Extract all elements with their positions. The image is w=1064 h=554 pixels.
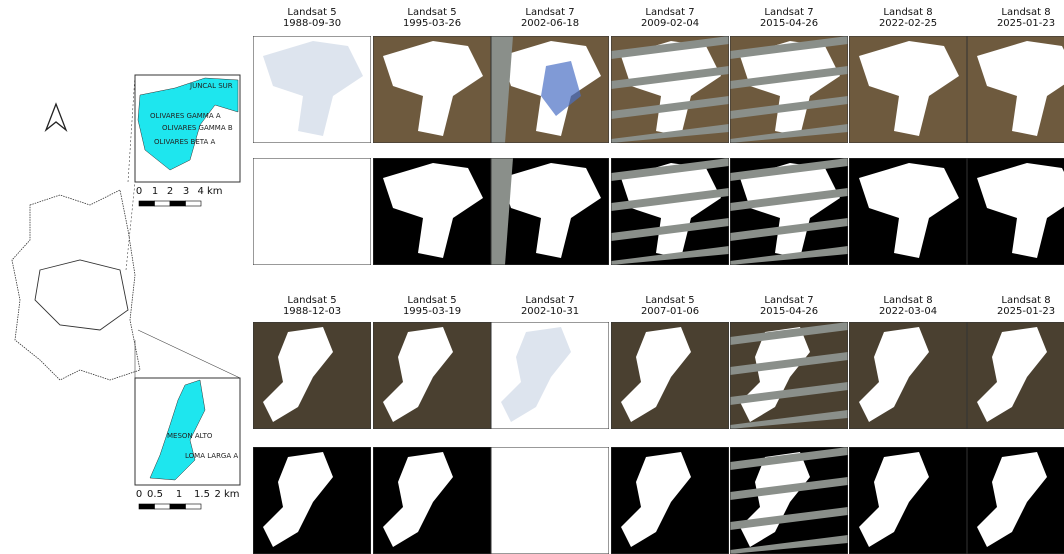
- image-thumbnail: [373, 322, 491, 429]
- image-thumbnail: [611, 36, 729, 143]
- image-thumbnail: [253, 322, 371, 429]
- scale-bar: [170, 504, 186, 509]
- scale-label: 4 km: [197, 186, 222, 197]
- sensor-label: Landsat 8: [883, 295, 932, 306]
- scale-label: 0.5: [147, 489, 163, 500]
- glacier-label: OLIVARES BETA A: [154, 138, 216, 146]
- date-label: 2002-06-18: [521, 18, 579, 29]
- date-label: 2015-04-26: [760, 18, 818, 29]
- sensor-label: Landsat 5: [287, 7, 336, 18]
- date-label: 2009-02-04: [641, 18, 699, 29]
- sensor-label: Landsat 8: [883, 7, 932, 18]
- scale-label: 0: [136, 489, 142, 500]
- date-label: 2022-03-04: [879, 306, 937, 317]
- mask-thumbnail: [730, 158, 848, 265]
- scale-label: 2 km: [214, 489, 239, 500]
- mask-thumbnail: [611, 158, 729, 265]
- scale-bar: [139, 504, 155, 509]
- date-label: 1995-03-26: [403, 18, 461, 29]
- image-thumbnail: [491, 322, 609, 429]
- mask-thumbnail: [491, 158, 609, 265]
- scale-bar: [155, 504, 171, 509]
- sensor-label: Landsat 5: [287, 295, 336, 306]
- date-label: 2025-01-23: [997, 18, 1055, 29]
- scale-label: 0: [136, 186, 142, 197]
- image-thumbnail: [849, 322, 967, 429]
- date-label: 1995-03-19: [403, 306, 461, 317]
- glacier-label: LOMA LARGA A: [185, 452, 238, 460]
- glacier-label: OLIVARES GAMMA B: [162, 124, 233, 132]
- mask-thumbnail: [611, 447, 729, 554]
- scale-bar: [186, 201, 202, 206]
- glacier-label: JUNCAL SUR: [189, 82, 233, 90]
- mask-thumbnail: [253, 447, 371, 554]
- image-thumbnail: [849, 36, 967, 143]
- mask-thumbnail: [730, 447, 848, 554]
- mask-thumbnail: [373, 447, 491, 554]
- date-label: 2002-10-31: [521, 306, 579, 317]
- scale-label: 2: [167, 186, 173, 197]
- mask-thumbnail: [253, 158, 371, 265]
- date-label: 2025-01-23: [997, 306, 1055, 317]
- date-label: 1988-09-30: [283, 18, 341, 29]
- image-thumbnail: [730, 322, 848, 429]
- image-thumbnail: [253, 36, 371, 143]
- image-thumbnail: [611, 322, 729, 429]
- scale-label: 1: [176, 489, 182, 500]
- date-label: 2022-02-25: [879, 18, 937, 29]
- mask-thumbnail: [849, 447, 967, 554]
- scale-label: 3: [183, 186, 189, 197]
- sub-basin: [35, 260, 128, 330]
- image-thumbnail: [730, 36, 848, 143]
- glacier-label: OLIVARES GAMMA A: [150, 112, 221, 120]
- north-arrow: [46, 104, 66, 130]
- scale-label: 1.5: [194, 489, 210, 500]
- connector: [128, 75, 135, 182]
- scale-bar: [139, 201, 155, 206]
- date-label: 2015-04-26: [760, 306, 818, 317]
- date-label: 2007-01-06: [641, 306, 699, 317]
- connector: [138, 330, 240, 378]
- sensor-label: Landsat 7: [764, 295, 813, 306]
- sensor-label: Landsat 7: [525, 295, 574, 306]
- image-thumbnail: [373, 36, 491, 143]
- image-thumbnail: [967, 36, 1064, 143]
- image-thumbnail: [491, 36, 609, 143]
- mask-thumbnail: [373, 158, 491, 265]
- basin-map: [12, 190, 140, 380]
- mask-thumbnail: [491, 447, 609, 554]
- sensor-label: Landsat 8: [1001, 295, 1050, 306]
- sensor-label: Landsat 7: [645, 7, 694, 18]
- figure: JUNCAL SUR OLIVARES GAMMA A OLIVARES GAMMA…: [0, 0, 1064, 554]
- mask-thumbnail: [849, 158, 967, 265]
- scale-label: 1: [152, 186, 158, 197]
- glacier-label: MESON ALTO: [167, 432, 213, 440]
- date-label: 1988-12-03: [283, 306, 341, 317]
- scale-bar: [155, 201, 171, 206]
- sensor-label: Landsat 7: [525, 7, 574, 18]
- sensor-label: Landsat 7: [764, 7, 813, 18]
- sensor-label: Landsat 8: [1001, 7, 1050, 18]
- mask-thumbnail: [967, 158, 1064, 265]
- mask-thumbnail: [967, 447, 1064, 554]
- sensor-label: Landsat 5: [407, 7, 456, 18]
- sensor-label: Landsat 5: [645, 295, 694, 306]
- image-thumbnail: [967, 322, 1064, 429]
- scale-bar: [170, 201, 186, 206]
- scale-bar: [186, 504, 202, 509]
- sensor-label: Landsat 5: [407, 295, 456, 306]
